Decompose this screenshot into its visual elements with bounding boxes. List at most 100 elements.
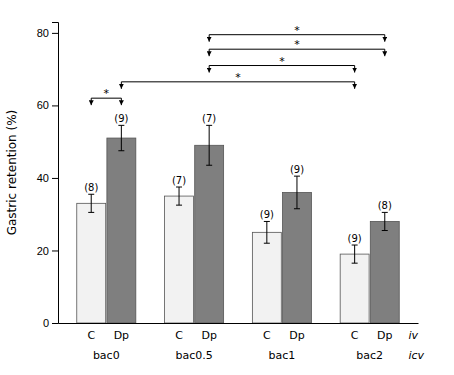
group-label: bac2 xyxy=(356,349,383,362)
chart: 0 20 40 60 80 Gastric retention (%) (8) C (7) C (9… xyxy=(0,0,454,375)
n-label: (9) xyxy=(348,233,362,244)
y-tick: 20 xyxy=(37,244,58,256)
bracket-label: * xyxy=(279,55,285,68)
bar xyxy=(340,254,369,323)
error-bar-cap xyxy=(88,212,94,213)
error-bar-line xyxy=(121,125,122,150)
bracket-arrow xyxy=(121,82,122,89)
bracket-arrow xyxy=(209,35,210,42)
bar xyxy=(252,232,281,323)
error-bar-cap xyxy=(176,187,182,188)
y-tick: 0 xyxy=(43,317,58,329)
y-tick-label: 60 xyxy=(37,99,49,111)
y-tick-mark xyxy=(52,178,58,179)
bar xyxy=(107,138,136,323)
series-label: Dp xyxy=(201,329,216,342)
bracket-arrow xyxy=(121,98,122,105)
error-bar-cap xyxy=(264,221,270,222)
y-tick-label: 40 xyxy=(37,172,49,184)
error-bar-cap xyxy=(382,230,388,231)
y-tick-mark xyxy=(52,250,58,251)
error-bar-line xyxy=(266,221,267,243)
bracket-label: * xyxy=(294,24,300,37)
y-tick-mark xyxy=(52,105,58,106)
annotation: iv xyxy=(408,329,418,342)
series-label: C xyxy=(175,329,183,342)
error-bar-cap xyxy=(118,125,124,126)
error-bar-cap xyxy=(352,245,358,246)
series-label: C xyxy=(87,329,95,342)
bracket-arrow xyxy=(209,66,210,73)
y-tick: 60 xyxy=(37,99,58,111)
error-bar-cap xyxy=(294,208,300,209)
n-label: (9) xyxy=(290,164,304,175)
y-axis: 0 20 40 60 80 xyxy=(37,23,59,330)
bar xyxy=(283,192,312,323)
bracket: * xyxy=(209,24,385,42)
bracket-arrow xyxy=(209,49,210,56)
error-bar xyxy=(176,187,182,205)
n-label: (9) xyxy=(114,113,128,124)
n-label: (8) xyxy=(378,200,392,211)
labels: (8)C(7)C(9)C(9)C(9)Dp(7)Dp(9)Dp(8)Dpbac0… xyxy=(84,113,424,362)
error-bar-cap xyxy=(206,165,212,166)
bracket-arrow xyxy=(384,35,385,42)
bar xyxy=(195,145,224,323)
bracket-arrow xyxy=(91,98,92,105)
bracket: * xyxy=(209,38,385,56)
error-bar xyxy=(206,125,212,165)
n-label: (8) xyxy=(84,182,98,193)
bracket: * xyxy=(209,55,354,73)
error-bar-cap xyxy=(352,263,358,264)
y-tick: 80 xyxy=(37,27,58,39)
error-bar-cap xyxy=(176,205,182,206)
series-label: Dp xyxy=(114,329,129,342)
group-label: bac0 xyxy=(93,349,120,362)
error-bar xyxy=(88,194,94,212)
error-bar-cap xyxy=(88,194,94,195)
bar xyxy=(77,203,106,323)
n-label: (9) xyxy=(260,209,274,220)
bracket-label: * xyxy=(294,38,300,51)
error-bar-cap xyxy=(118,150,124,151)
annotation: icv xyxy=(408,349,424,362)
bracket: * xyxy=(121,71,354,89)
error-bar-line xyxy=(209,125,210,165)
bracket: * xyxy=(91,87,121,105)
error-bar-cap xyxy=(206,125,212,126)
bracket-label: * xyxy=(104,87,110,100)
bar xyxy=(370,221,399,323)
y-tick: 40 xyxy=(37,172,58,184)
y-tick-mark xyxy=(52,323,58,324)
bars xyxy=(77,125,399,323)
bracket-arrow xyxy=(354,82,355,89)
bar xyxy=(165,196,194,323)
brackets: ***** xyxy=(91,24,385,105)
error-bar-cap xyxy=(264,243,270,244)
bracket-arrow xyxy=(384,49,385,56)
error-bar xyxy=(118,125,124,150)
y-axis-line xyxy=(52,23,59,324)
error-bar-cap xyxy=(294,176,300,177)
y-axis-title: Gastric retention (%) xyxy=(5,110,19,236)
plot: 0 20 40 60 80 Gastric retention (%) (8) C (7) C (9… xyxy=(5,23,425,363)
n-label: (7) xyxy=(202,113,216,124)
bracket-arrow xyxy=(354,66,355,73)
y-tick-label: 20 xyxy=(37,244,49,256)
bracket-label: * xyxy=(235,71,241,84)
x-axis-line xyxy=(59,323,419,324)
error-bar-line xyxy=(296,176,297,209)
error-bar-line xyxy=(354,245,355,263)
series-label: C xyxy=(263,329,271,342)
error-bar-line xyxy=(384,212,385,230)
error-bar xyxy=(294,176,300,209)
group-label: bac0.5 xyxy=(175,349,212,362)
error-bar-line xyxy=(179,187,180,205)
x-axis xyxy=(59,323,419,324)
series-label: Dp xyxy=(289,329,304,342)
error-bar xyxy=(382,212,388,230)
y-tick-mark xyxy=(52,33,58,34)
n-label: (7) xyxy=(172,175,186,186)
series-label: Dp xyxy=(377,329,392,342)
error-bar xyxy=(352,245,358,263)
